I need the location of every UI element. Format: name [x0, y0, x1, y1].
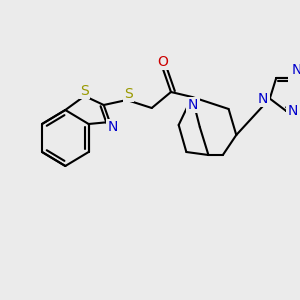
- Text: N: N: [258, 92, 268, 106]
- Text: O: O: [157, 55, 168, 69]
- Text: N: N: [107, 120, 118, 134]
- Text: N: N: [291, 63, 300, 77]
- Text: N: N: [288, 104, 298, 118]
- Text: N: N: [188, 98, 198, 112]
- Text: S: S: [80, 84, 89, 98]
- Text: S: S: [124, 87, 133, 101]
